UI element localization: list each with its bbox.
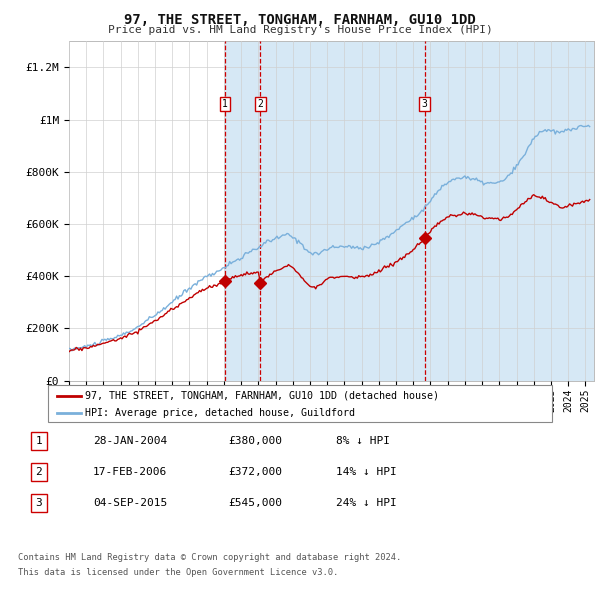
Text: 28-JAN-2004: 28-JAN-2004 xyxy=(93,437,167,446)
Text: 2: 2 xyxy=(257,99,263,109)
Text: 04-SEP-2015: 04-SEP-2015 xyxy=(93,498,167,507)
Text: 8% ↓ HPI: 8% ↓ HPI xyxy=(336,437,390,446)
Text: This data is licensed under the Open Government Licence v3.0.: This data is licensed under the Open Gov… xyxy=(18,568,338,577)
Text: 2: 2 xyxy=(35,467,43,477)
Text: 17-FEB-2006: 17-FEB-2006 xyxy=(93,467,167,477)
Bar xyxy=(225,41,594,381)
Text: HPI: Average price, detached house, Guildford: HPI: Average price, detached house, Guil… xyxy=(85,408,355,418)
Text: £545,000: £545,000 xyxy=(228,498,282,507)
Text: 1: 1 xyxy=(35,437,43,446)
Text: Price paid vs. HM Land Registry's House Price Index (HPI): Price paid vs. HM Land Registry's House … xyxy=(107,25,493,35)
Text: Contains HM Land Registry data © Crown copyright and database right 2024.: Contains HM Land Registry data © Crown c… xyxy=(18,553,401,562)
Text: 97, THE STREET, TONGHAM, FARNHAM, GU10 1DD: 97, THE STREET, TONGHAM, FARNHAM, GU10 1… xyxy=(124,13,476,27)
Text: 14% ↓ HPI: 14% ↓ HPI xyxy=(336,467,397,477)
Text: £372,000: £372,000 xyxy=(228,467,282,477)
Text: 24% ↓ HPI: 24% ↓ HPI xyxy=(336,498,397,507)
Text: 3: 3 xyxy=(35,498,43,507)
Text: £380,000: £380,000 xyxy=(228,437,282,446)
Text: 1: 1 xyxy=(222,99,228,109)
Text: 97, THE STREET, TONGHAM, FARNHAM, GU10 1DD (detached house): 97, THE STREET, TONGHAM, FARNHAM, GU10 1… xyxy=(85,391,439,401)
Text: 3: 3 xyxy=(422,99,428,109)
